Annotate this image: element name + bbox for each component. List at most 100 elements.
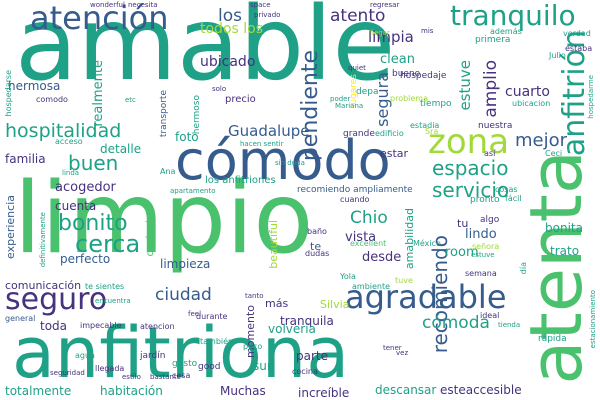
word-chio: Chio <box>350 208 388 228</box>
word-ceci: Ceci <box>545 149 563 158</box>
word-ubicacion: ubicacion <box>512 99 551 108</box>
word-comoda: cómoda <box>422 313 490 333</box>
word-verdad: verdad <box>563 29 591 38</box>
word-recomiendo-ampliamente: recomiendo ampliamente <box>297 185 413 195</box>
word-depa: depa <box>356 87 379 97</box>
word-wonderful: wonderful <box>90 1 125 9</box>
word-apartamento: apartamento <box>170 187 216 195</box>
word-cuarto: cuarto <box>505 84 550 100</box>
word-sra: Sra <box>425 127 439 136</box>
word-tranquila: tranquila <box>280 314 334 328</box>
word-estar: estar <box>380 147 409 160</box>
word-buen: buen <box>68 151 119 175</box>
word-hospitalidad: hospitalidad <box>5 120 122 142</box>
word-mis: mis <box>421 27 434 35</box>
word-limpieza: limpieza <box>160 257 211 271</box>
word-tu: tu <box>457 217 469 230</box>
word-bonita: bonita <box>545 221 583 235</box>
word-servicio: servicio <box>432 178 510 202</box>
word-transporte: transporte <box>159 90 169 138</box>
word-comunicacion: comunicación <box>5 279 82 292</box>
word-acogedor: acogedor <box>55 180 116 195</box>
word-yola: Yola <box>340 272 356 281</box>
word-excellent: excellent <box>350 239 387 248</box>
word-comodo-small: comodo <box>36 95 68 104</box>
word-seguro: seguro <box>5 282 108 317</box>
word-atenta: atenta <box>514 150 598 385</box>
word-tener: tener <box>383 344 402 352</box>
word-ubicado: ubicado <box>200 54 256 70</box>
word-desde: desde <box>362 250 402 265</box>
word-amplio: amplio <box>481 60 501 118</box>
word-impecable: impecable <box>80 321 122 330</box>
word-todos-los: todos los <box>200 21 263 37</box>
word-hospedaje: hospedaje <box>400 71 447 81</box>
word-sin-duda: sin duda <box>275 159 305 167</box>
word-edificio: edificio <box>375 129 404 138</box>
word-estacionamiento: estacionamiento <box>589 290 597 349</box>
word-atencion: atención <box>30 0 169 37</box>
word-totalmente: totalmente <box>5 384 72 398</box>
word-guadalupe: Guadalupe <box>228 122 310 140</box>
word-increible: increíble <box>298 386 350 400</box>
word-llegada: llegada <box>95 364 125 373</box>
word-bonito: bonito <box>58 211 128 236</box>
word-julio: Julio <box>549 51 566 60</box>
word-toda: toda <box>40 319 68 333</box>
word-facil: fácil <box>505 194 522 203</box>
word-ana: Ana <box>160 167 176 176</box>
word-te-sientes: te sientes <box>85 282 125 291</box>
word-encuentra: encuentra <box>95 297 131 305</box>
word-limpio: limpio <box>14 162 314 276</box>
word-gusto: gusto <box>172 359 198 369</box>
word-bastante: bastante <box>150 373 181 381</box>
word-hospedarse: hospedarse <box>4 70 13 117</box>
word-acceso: acceso <box>55 137 83 146</box>
word-hermosa: hermosa <box>8 79 61 93</box>
word-realmente: realmente <box>91 60 106 127</box>
word-problema: problema <box>390 94 429 103</box>
word-comodo: cómodo <box>175 129 391 192</box>
word-rapida: rápida <box>538 334 567 344</box>
word-semana: semana <box>465 269 497 278</box>
word-cualquier: cualquier <box>145 210 156 257</box>
word-experiencia: experiencia <box>4 195 17 259</box>
word-beautiful: beautiful <box>267 220 280 269</box>
word-grande: grande <box>343 129 375 139</box>
word-dia: día <box>519 262 528 275</box>
word-atento: atento <box>330 6 386 26</box>
word-lindo: lindo <box>465 227 497 242</box>
word-familia: familia <box>5 152 46 166</box>
word-general: general <box>5 314 36 323</box>
word-segura: segura <box>373 72 392 127</box>
word-linda: linda <box>62 169 80 177</box>
word-jardin: jardín <box>140 351 166 361</box>
word-necesita: necesita <box>128 1 158 9</box>
word-precio: precio <box>225 94 256 105</box>
word-estilo: estilo <box>122 373 141 381</box>
word-etc: etc <box>125 96 136 104</box>
word-privado: privado <box>254 11 281 19</box>
word-esteaccesible: esteaccesible <box>440 383 522 397</box>
word-hospedarme: hospedarme <box>587 75 595 119</box>
word-cocina: cocina <box>292 367 318 376</box>
word-solo: solo <box>212 85 227 93</box>
word-detalle: detalle <box>100 142 142 156</box>
word-cosa: cosa <box>172 371 191 380</box>
word-parte: parte <box>296 349 328 363</box>
word-pronto: pronto <box>470 195 500 205</box>
word-estaba: estaba <box>565 44 593 53</box>
word-habitacion: habitación <box>100 384 163 398</box>
word-tambien: también <box>200 337 234 346</box>
word-llegar: llegar <box>370 29 390 37</box>
word-mexico: México <box>413 239 441 248</box>
word-agradable: agradable <box>345 278 507 316</box>
word-agua: agua <box>75 351 95 360</box>
word-atencion-small: atencion <box>140 322 175 331</box>
word-mariana: Mariana <box>335 102 364 110</box>
word-cuenta: cuenta <box>55 199 97 213</box>
word-los-anfitriones: los anfitriones <box>205 175 276 186</box>
word-quiet: quiet <box>348 64 366 72</box>
word-amable: amable <box>15 0 396 104</box>
word-pendiente: pendiente <box>298 50 323 162</box>
